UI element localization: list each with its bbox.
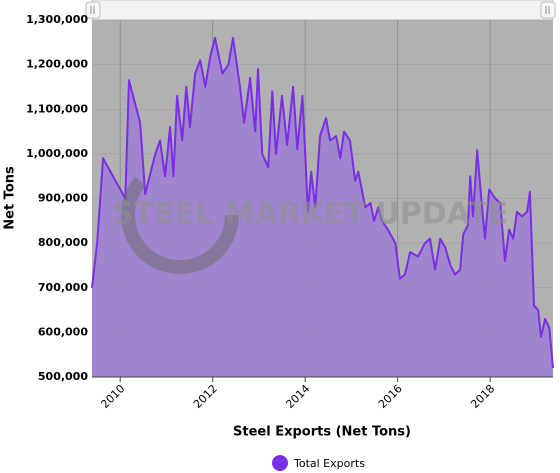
y-tick-label: 900,000 (38, 192, 88, 205)
y-tick-label: 600,000 (38, 325, 88, 338)
x-tick-label: 2010 (98, 382, 127, 411)
marks (91, 36, 554, 378)
watermark (121, 156, 239, 274)
legend[interactable]: Total Exports (272, 455, 365, 471)
y-tick-label: 700,000 (38, 281, 88, 294)
y-tick-label: 800,000 (38, 236, 88, 249)
navigator-handle[interactable] (85, 1, 101, 19)
x-axis-title: Steel Exports (Net Tons) (233, 425, 411, 440)
x-tick-label: 2018 (468, 382, 497, 411)
y-tick-label: 1,300,000 (26, 13, 88, 26)
watermark-logo (121, 156, 239, 274)
y-tick-label: 1,200,000 (26, 58, 88, 71)
y-tick-label: 1,100,000 (26, 102, 88, 115)
area-line (91, 36, 554, 369)
x-tick-label: 2016 (376, 382, 405, 411)
legend-marker (272, 455, 288, 471)
navigator-track (91, 0, 554, 21)
x-tick-label: 2014 (283, 382, 312, 411)
legend-label[interactable]: Total Exports (293, 457, 365, 470)
area-fill (92, 37, 553, 378)
y-tick-label: 500,000 (38, 370, 88, 383)
x-tick-label: 2012 (191, 382, 220, 411)
navigator-handle[interactable] (540, 1, 556, 19)
y-axis-title: Net Tons (3, 166, 18, 230)
navigator (85, 0, 556, 21)
watermark-text: STEEL MARKET UPDATE (112, 197, 509, 232)
y-tick-label: 1,000,000 (26, 147, 88, 160)
